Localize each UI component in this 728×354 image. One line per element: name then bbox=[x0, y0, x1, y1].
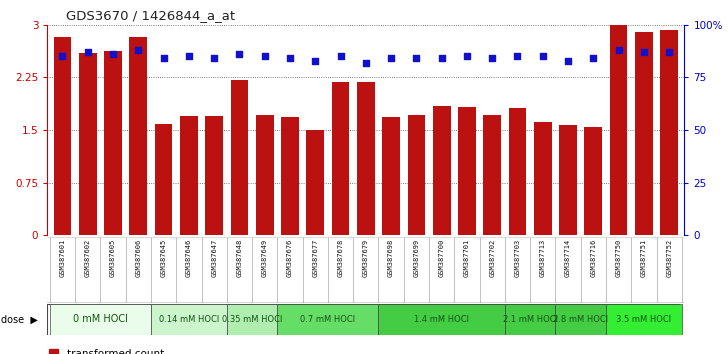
Text: GSM387750: GSM387750 bbox=[616, 239, 622, 278]
Point bbox=[512, 53, 523, 59]
Point bbox=[132, 47, 144, 53]
Point bbox=[436, 56, 448, 61]
Text: GSM387714: GSM387714 bbox=[565, 239, 571, 278]
Text: GSM387700: GSM387700 bbox=[439, 239, 445, 278]
Bar bbox=[281, 118, 298, 235]
Bar bbox=[306, 130, 324, 235]
Bar bbox=[585, 127, 602, 235]
Bar bbox=[433, 105, 451, 235]
Point bbox=[208, 56, 220, 61]
Text: GSM387676: GSM387676 bbox=[287, 239, 293, 278]
Bar bbox=[555, 304, 606, 335]
Bar bbox=[155, 124, 173, 235]
Bar bbox=[79, 53, 97, 235]
Text: GSM387677: GSM387677 bbox=[312, 239, 318, 278]
Text: GSM387752: GSM387752 bbox=[666, 239, 672, 278]
Bar bbox=[277, 304, 379, 335]
Text: GSM387647: GSM387647 bbox=[211, 239, 217, 278]
Bar bbox=[559, 125, 577, 235]
Point bbox=[158, 56, 170, 61]
Bar bbox=[483, 115, 501, 235]
Bar bbox=[606, 304, 682, 335]
Text: 0.7 mM HOCl: 0.7 mM HOCl bbox=[301, 315, 355, 324]
Bar bbox=[458, 107, 476, 235]
Text: 2.8 mM HOCl: 2.8 mM HOCl bbox=[553, 315, 608, 324]
Text: GSM387648: GSM387648 bbox=[237, 239, 242, 278]
Point bbox=[486, 56, 498, 61]
Bar bbox=[408, 115, 425, 235]
Bar bbox=[50, 304, 151, 335]
Point bbox=[461, 53, 472, 59]
Point bbox=[183, 53, 194, 59]
Text: GSM387602: GSM387602 bbox=[84, 239, 91, 278]
Bar bbox=[130, 38, 147, 235]
Bar bbox=[180, 116, 198, 235]
Point bbox=[360, 60, 371, 65]
Text: GSM387649: GSM387649 bbox=[261, 239, 268, 278]
Bar bbox=[357, 82, 375, 235]
Text: GSM387601: GSM387601 bbox=[60, 239, 66, 278]
Legend: transformed count, percentile rank within the sample: transformed count, percentile rank withi… bbox=[49, 349, 242, 354]
Point bbox=[259, 53, 271, 59]
Bar bbox=[256, 115, 274, 235]
Bar bbox=[509, 108, 526, 235]
Text: GSM387646: GSM387646 bbox=[186, 239, 192, 278]
Text: GSM387605: GSM387605 bbox=[110, 239, 116, 278]
Bar bbox=[151, 304, 227, 335]
Bar bbox=[610, 23, 628, 235]
Point bbox=[309, 58, 321, 63]
Text: GSM387702: GSM387702 bbox=[489, 239, 495, 278]
Text: GSM387678: GSM387678 bbox=[338, 239, 344, 278]
Bar bbox=[635, 32, 653, 235]
Text: 3.5 mM HOCl: 3.5 mM HOCl bbox=[617, 315, 671, 324]
Text: GSM387713: GSM387713 bbox=[539, 239, 546, 278]
Point bbox=[385, 56, 397, 61]
Text: GSM387606: GSM387606 bbox=[135, 239, 141, 278]
Bar bbox=[231, 80, 248, 235]
Text: 0.35 mM HOCl: 0.35 mM HOCl bbox=[222, 315, 282, 324]
Bar bbox=[332, 82, 349, 235]
Point bbox=[663, 49, 675, 55]
Bar bbox=[660, 30, 678, 235]
Text: GSM387703: GSM387703 bbox=[515, 239, 521, 278]
Text: 0.14 mM HOCl: 0.14 mM HOCl bbox=[159, 315, 219, 324]
Text: GSM387751: GSM387751 bbox=[641, 239, 647, 278]
Point bbox=[537, 53, 549, 59]
Point bbox=[57, 53, 68, 59]
Point bbox=[284, 56, 296, 61]
Point bbox=[411, 56, 422, 61]
Text: 2.1 mM HOCl: 2.1 mM HOCl bbox=[502, 315, 558, 324]
Bar bbox=[205, 116, 223, 235]
Bar bbox=[54, 38, 71, 235]
Text: 1.4 mM HOCl: 1.4 mM HOCl bbox=[414, 315, 469, 324]
Point bbox=[587, 56, 599, 61]
Text: 0 mM HOCl: 0 mM HOCl bbox=[73, 314, 128, 325]
Text: GSM387701: GSM387701 bbox=[464, 239, 470, 278]
Text: GSM387716: GSM387716 bbox=[590, 239, 596, 278]
Point bbox=[638, 49, 649, 55]
Point bbox=[107, 51, 119, 57]
Text: dose  ▶: dose ▶ bbox=[1, 314, 39, 325]
Text: GDS3670 / 1426844_a_at: GDS3670 / 1426844_a_at bbox=[66, 9, 234, 22]
Point bbox=[335, 53, 347, 59]
Bar bbox=[104, 51, 122, 235]
Text: GSM387698: GSM387698 bbox=[388, 239, 394, 278]
Bar bbox=[379, 304, 505, 335]
Bar bbox=[227, 304, 277, 335]
Text: GSM387699: GSM387699 bbox=[414, 239, 419, 278]
Bar bbox=[505, 304, 555, 335]
Bar bbox=[382, 118, 400, 235]
Point bbox=[234, 51, 245, 57]
Point bbox=[82, 49, 94, 55]
Bar bbox=[534, 122, 552, 235]
Text: GSM387679: GSM387679 bbox=[363, 239, 369, 278]
Point bbox=[562, 58, 574, 63]
Point bbox=[613, 47, 625, 53]
Text: GSM387645: GSM387645 bbox=[161, 239, 167, 278]
